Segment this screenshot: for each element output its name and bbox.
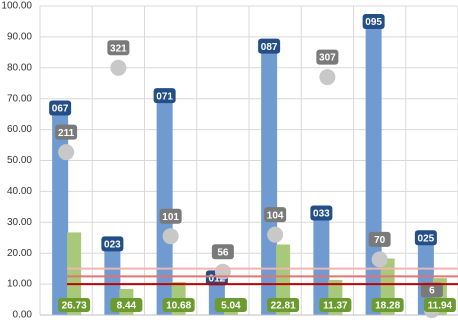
green-label: 22.81 — [271, 301, 296, 312]
y-tick-label: 100.00 — [1, 1, 32, 12]
bubble — [371, 251, 388, 268]
bar — [313, 213, 330, 315]
green-label: 10.68 — [166, 301, 191, 312]
green-label-box — [162, 298, 195, 312]
green-label: 5.04 — [221, 301, 241, 312]
bar-label: 025 — [418, 233, 435, 244]
bubble-label-box — [368, 231, 391, 247]
green-label-box — [371, 298, 404, 312]
bubble — [162, 228, 179, 245]
bubble-label-box — [264, 207, 287, 223]
bubble — [267, 226, 284, 243]
green-label-box — [423, 298, 456, 312]
bar — [67, 232, 82, 315]
green-label-box — [110, 298, 143, 312]
bubble-label: 211 — [58, 128, 75, 139]
green-label-box — [267, 298, 300, 312]
bubble — [58, 144, 75, 161]
bar-label: 023 — [104, 240, 121, 251]
y-tick-label: 90.00 — [7, 32, 32, 43]
bar — [104, 243, 121, 315]
bar-label: 033 — [313, 209, 330, 220]
bar-label-box — [362, 13, 385, 29]
y-tick-label: 10.00 — [7, 279, 32, 290]
bar-label-box — [310, 205, 333, 221]
y-tick-label: 40.00 — [7, 186, 32, 197]
y-tick-label: 60.00 — [7, 124, 32, 135]
bubble — [110, 59, 127, 76]
green-label: 18.28 — [375, 301, 400, 312]
bar — [365, 21, 382, 315]
y-tick-label: 80.00 — [7, 62, 32, 73]
bubble-label-box — [55, 124, 78, 140]
bubble-label-box — [316, 49, 339, 65]
green-label: 11.37 — [323, 301, 348, 312]
bar — [261, 46, 278, 316]
bubble — [319, 69, 336, 86]
green-label-box — [58, 298, 91, 312]
bar-label: 071 — [156, 91, 173, 102]
green-label: 11.94 — [428, 301, 453, 312]
bubble-label-box — [420, 282, 443, 298]
bubble-label: 56 — [217, 247, 229, 258]
y-tick-label: 0.00 — [13, 310, 33, 321]
y-tick-label: 70.00 — [7, 93, 32, 104]
green-label: 26.73 — [62, 301, 87, 312]
bar — [156, 95, 173, 315]
green-label: 8.44 — [117, 301, 137, 312]
bar-label: 012 — [209, 274, 226, 285]
bubble-label-box — [107, 40, 130, 56]
bar-label: 095 — [365, 17, 382, 28]
green-label-box — [319, 298, 352, 312]
bubble-label: 307 — [319, 53, 336, 64]
bubble-label-box — [159, 208, 182, 224]
bubble-label: 70 — [374, 235, 386, 246]
bar-label-box — [414, 230, 437, 246]
bar-label: 087 — [261, 42, 278, 53]
bubble-label: 6 — [429, 286, 435, 297]
bar — [276, 244, 291, 315]
bubble-label-box — [211, 244, 234, 260]
y-tick-label: 50.00 — [7, 155, 32, 166]
bar-label: 067 — [52, 104, 69, 115]
y-tick-label: 20.00 — [7, 248, 32, 259]
bar-label-box — [153, 88, 176, 104]
bubble-label: 321 — [110, 43, 127, 54]
y-tick-label: 30.00 — [7, 217, 32, 228]
green-label-box — [214, 298, 247, 312]
bar-label-box — [49, 100, 72, 116]
bubble-label: 101 — [162, 212, 179, 223]
bubble-label: 104 — [267, 210, 284, 221]
bar-label-box — [258, 38, 281, 54]
bar-label-box — [101, 236, 124, 252]
